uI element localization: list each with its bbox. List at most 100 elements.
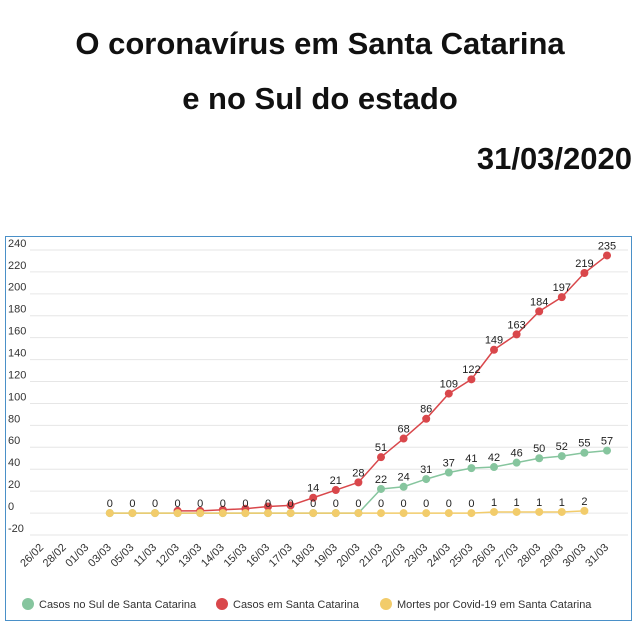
point [467, 509, 476, 518]
legend-swatch [216, 598, 228, 610]
x-tick-label: 18/03 [289, 542, 317, 570]
point [377, 453, 385, 462]
y-tick-label: 160 [8, 326, 26, 338]
y-tick-label: 120 [8, 369, 26, 381]
x-tick-label: 11/03 [132, 542, 159, 569]
value-label: 21 [330, 475, 342, 487]
date: 31/03/2020 [477, 141, 632, 176]
value-label: 184 [530, 296, 548, 308]
point [557, 507, 566, 516]
point [467, 464, 476, 473]
x-tick-label: 28/03 [515, 542, 543, 570]
legend-label: Casos em Santa Catarina [233, 599, 360, 611]
x-tick-label: 27/03 [493, 542, 521, 570]
x-tick-label: 14/03 [199, 542, 227, 570]
legend-swatch [22, 598, 34, 610]
value-label: 1 [536, 497, 542, 509]
value-label: 1 [514, 497, 520, 509]
point [331, 486, 340, 495]
x-tick-label: 03/03 [86, 542, 114, 570]
point [422, 414, 431, 423]
point [354, 478, 363, 487]
point [444, 509, 453, 518]
point [557, 452, 566, 461]
legend-label: Mortes por Covid-19 em Santa Catarina [397, 599, 592, 611]
point [512, 507, 521, 516]
x-tick-label: 24/03 [425, 542, 453, 570]
point [286, 509, 295, 518]
x-tick-label: 19/03 [312, 542, 340, 570]
point [264, 502, 272, 511]
x-tick-label: 26/02 [18, 542, 46, 570]
value-label: 0 [265, 498, 271, 510]
x-tick-label: 22/03 [380, 542, 408, 570]
value-label: 2 [581, 496, 587, 508]
x-tick-label: 12/03 [154, 542, 182, 570]
value-label: 0 [220, 498, 226, 510]
y-tick-label: 240 [8, 238, 26, 250]
point [309, 509, 318, 518]
value-label: 24 [397, 472, 409, 484]
value-label: 0 [310, 498, 316, 510]
x-tick-label: 15/03 [222, 542, 250, 570]
point [151, 509, 159, 518]
point [173, 509, 182, 518]
point [467, 375, 476, 384]
legend-label: Casos no Sul de Santa Catarina [39, 599, 197, 611]
value-label: 55 [578, 438, 590, 450]
x-tick-label: 05/03 [109, 542, 137, 570]
value-label: 0 [197, 498, 203, 510]
value-label: 0 [242, 498, 248, 510]
y-tick-label: 180 [8, 304, 26, 316]
y-tick-label: -20 [8, 523, 24, 535]
x-tick-label: 01/03 [63, 542, 91, 570]
point [422, 475, 431, 484]
point [399, 434, 408, 443]
value-label: 28 [352, 467, 364, 479]
value-label: 149 [485, 335, 503, 347]
value-label: 0 [107, 498, 113, 510]
legend-swatch [380, 598, 392, 610]
point [128, 509, 137, 518]
value-label: 109 [440, 378, 458, 390]
y-tick-label: 60 [8, 435, 20, 447]
point [603, 446, 611, 455]
y-tick-label: 20 [8, 479, 20, 491]
point [196, 509, 205, 518]
point [490, 507, 498, 516]
value-label: 31 [420, 464, 432, 476]
point [422, 509, 431, 518]
value-label: 0 [378, 498, 384, 510]
point [580, 269, 589, 278]
x-tick-label: 29/03 [538, 542, 566, 570]
value-label: 14 [307, 483, 319, 495]
point [286, 501, 295, 510]
value-label: 122 [462, 364, 480, 376]
value-label: 86 [420, 404, 432, 416]
x-tick-label: 13/03 [176, 542, 204, 570]
value-label: 0 [423, 498, 429, 510]
x-tick-label: 26/03 [470, 542, 498, 570]
point [580, 448, 589, 457]
value-label: 68 [397, 423, 409, 435]
point [490, 345, 498, 354]
point [535, 507, 544, 516]
y-tick-label: 100 [8, 391, 26, 403]
point [535, 454, 544, 463]
x-tick-label: 20/03 [335, 542, 363, 570]
value-label: 57 [601, 435, 613, 447]
x-tick-label: 23/03 [402, 542, 430, 570]
point [377, 509, 385, 518]
point [512, 458, 521, 467]
point [512, 330, 521, 339]
point [218, 509, 227, 518]
point [241, 509, 250, 518]
point [105, 509, 114, 518]
x-tick-label: 30/03 [561, 542, 589, 570]
point [331, 509, 340, 518]
y-tick-label: 80 [8, 413, 20, 425]
value-label: 22 [375, 474, 387, 486]
value-label: 0 [446, 498, 452, 510]
